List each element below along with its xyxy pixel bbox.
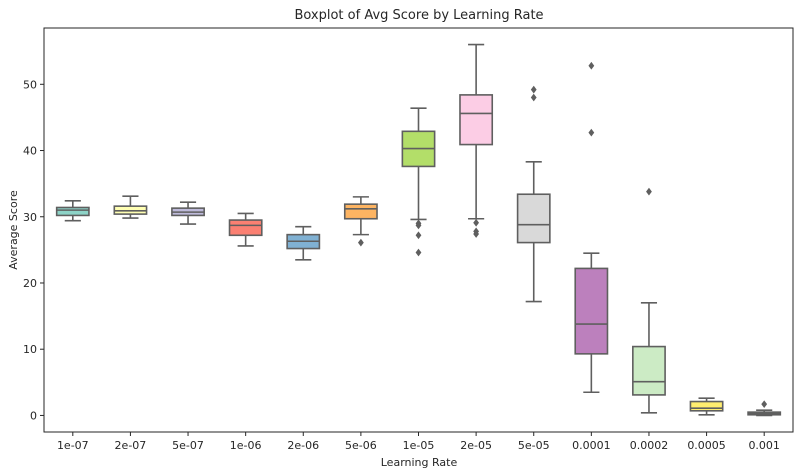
x-tick-label: 2e-05 bbox=[460, 439, 492, 452]
box bbox=[343, 203, 378, 220]
outlier-point bbox=[530, 85, 537, 94]
box-group bbox=[747, 400, 782, 417]
x-tick-label: 1e-07 bbox=[57, 439, 89, 452]
x-tick-label: 1e-06 bbox=[230, 439, 262, 452]
y-tick-label: 30 bbox=[23, 211, 37, 224]
y-tick-label: 40 bbox=[23, 145, 37, 158]
x-axis: 1e-07 2e-07 5e-07 1e-06 2e-06 5e-06 1e-05 2e-05… bbox=[57, 432, 780, 452]
box bbox=[574, 267, 609, 355]
box-group bbox=[228, 212, 263, 247]
x-tick-label: 5e-07 bbox=[172, 439, 204, 452]
y-tick-label: 50 bbox=[23, 78, 37, 91]
box-group bbox=[401, 107, 436, 257]
x-tick-label: 5e-06 bbox=[345, 439, 377, 452]
box bbox=[689, 400, 724, 412]
outlier-point bbox=[588, 61, 595, 70]
x-tick-label: 0.0002 bbox=[630, 439, 669, 452]
chart-title: Boxplot of Avg Score by Learning Rate bbox=[294, 8, 543, 23]
box-group bbox=[689, 397, 724, 416]
y-axis: 0 10 20 30 40 50 bbox=[23, 78, 44, 422]
x-tick-label: 2e-06 bbox=[287, 439, 319, 452]
x-tick-label: 5e-05 bbox=[518, 439, 550, 452]
outlier-point bbox=[415, 231, 422, 240]
box bbox=[55, 206, 90, 217]
y-tick-label: 0 bbox=[30, 409, 37, 422]
x-tick-label: 2e-07 bbox=[115, 439, 147, 452]
box-group bbox=[286, 225, 321, 261]
box-group bbox=[113, 195, 148, 219]
x-axis-label: Learning Rate bbox=[381, 456, 458, 469]
outlier-point bbox=[530, 93, 537, 102]
outlier-point bbox=[415, 221, 422, 230]
outlier-point bbox=[646, 187, 652, 196]
x-tick-label: 1e-05 bbox=[403, 439, 435, 452]
box-group bbox=[171, 201, 205, 225]
plot-area bbox=[43, 27, 794, 433]
x-tick-label: 0.0001 bbox=[572, 439, 611, 452]
box-group bbox=[516, 85, 551, 303]
box bbox=[516, 193, 551, 244]
outlier-point bbox=[473, 230, 480, 238]
box bbox=[228, 219, 263, 237]
outlier-point bbox=[588, 128, 595, 137]
box-group bbox=[55, 200, 90, 222]
x-tick-label: 0.0005 bbox=[687, 439, 726, 452]
y-tick-label: 20 bbox=[23, 277, 37, 290]
outlier-point bbox=[761, 400, 768, 409]
box-series bbox=[55, 43, 782, 417]
outlier-point bbox=[357, 238, 364, 247]
box-group bbox=[632, 187, 666, 414]
box bbox=[632, 345, 666, 396]
y-axis-label: Average Score bbox=[7, 190, 20, 270]
box-group bbox=[343, 196, 378, 247]
outlier-point bbox=[415, 248, 422, 257]
outlier-point bbox=[473, 218, 480, 227]
box-group bbox=[574, 61, 609, 394]
x-tick-label: 0.001 bbox=[748, 439, 780, 452]
box bbox=[459, 94, 494, 146]
box-group bbox=[459, 43, 494, 238]
y-tick-label: 10 bbox=[23, 343, 37, 356]
